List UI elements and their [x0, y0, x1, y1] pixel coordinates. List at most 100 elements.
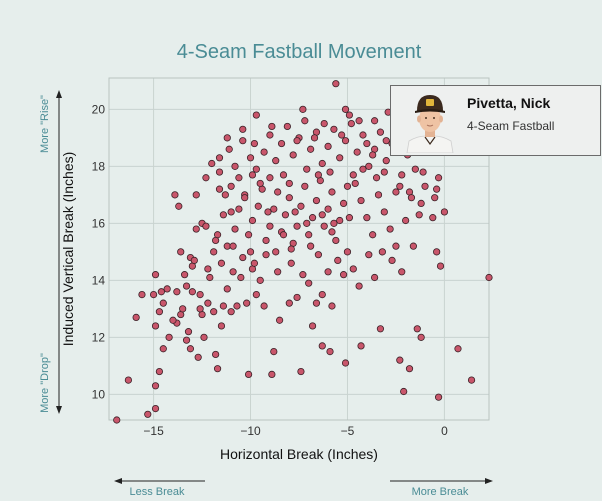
scatter-point [359, 131, 367, 139]
scatter-point [169, 316, 177, 324]
scatter-point [369, 151, 377, 159]
scatter-point [246, 154, 255, 162]
scatter-point [378, 248, 386, 256]
scatter-point [392, 242, 400, 250]
scatter-point [227, 308, 235, 316]
scatter-point [297, 202, 305, 210]
scatter-point [268, 370, 276, 378]
scatter-point [382, 157, 390, 165]
scatter-point [277, 139, 286, 148]
scatter-point [188, 288, 196, 296]
more-break-hint: More Break [412, 486, 469, 498]
scatter-point [402, 216, 410, 225]
scatter-point [324, 268, 332, 276]
scatter-point [318, 211, 326, 219]
scatter-point [365, 162, 373, 170]
scatter-point [173, 288, 181, 296]
scatter-point [363, 214, 371, 222]
x-tick-labels: −15 −10 −5 0 [143, 424, 448, 438]
scatter-point [285, 194, 293, 202]
x-tick-label: −15 [143, 424, 164, 438]
horizontal-hint: Less Break More Break [114, 478, 493, 498]
scatter-point [248, 171, 257, 179]
scatter-point [262, 236, 270, 245]
x-axis-title: Horizontal Break (Inches) [220, 446, 378, 462]
scatter-point [299, 271, 307, 279]
scatter-point [386, 225, 394, 233]
y-tick-label: 16 [92, 216, 106, 230]
scatter-point [332, 80, 340, 88]
scatter-point [417, 333, 425, 341]
scatter-point [405, 365, 414, 373]
scatter-point [419, 168, 427, 176]
less-break-hint: Less Break [129, 486, 185, 498]
scatter-point [376, 128, 385, 136]
x-tick-label: −10 [240, 424, 261, 438]
scatter-point [369, 231, 377, 239]
scatter-point [192, 225, 200, 233]
scatter-point [293, 137, 301, 145]
scatter-point [229, 242, 237, 250]
scatter-point [260, 302, 268, 310]
scatter-point [212, 236, 220, 245]
scatter-point [351, 179, 359, 188]
scatter-point [303, 165, 311, 173]
y-tick-label: 10 [92, 387, 106, 401]
scatter-point [279, 171, 288, 179]
scatter-point [159, 345, 167, 353]
scatter-point [332, 236, 340, 245]
scatter-point [227, 208, 235, 216]
player-name: Pivetta, Nick [467, 95, 551, 111]
player-card: Pivetta, Nick 4-Seam Fastball [390, 85, 601, 156]
scatter-point [301, 182, 309, 190]
scatter-point [244, 231, 253, 239]
scatter-point [200, 333, 208, 341]
scatter-point [225, 145, 233, 153]
scatter-point [159, 299, 167, 307]
scatter-point [210, 308, 218, 316]
y-tick-label: 18 [92, 159, 106, 173]
scatter-point [392, 188, 400, 196]
scatter-point [297, 367, 305, 376]
scatter-point [186, 345, 195, 353]
scatter-point [380, 208, 388, 216]
scatter-point [436, 262, 445, 270]
scatter-point [219, 211, 227, 219]
scatter-point [341, 105, 350, 113]
scatter-point [314, 171, 322, 179]
scatter-point [279, 231, 288, 239]
scatter-point [289, 151, 297, 159]
scatter-point [328, 302, 336, 310]
scatter-point [177, 248, 185, 256]
scatter-point [281, 211, 290, 219]
scatter-point [312, 196, 321, 205]
scatter-point [210, 248, 218, 256]
scatter-point [270, 205, 278, 213]
scatter-point [194, 353, 202, 361]
scatter-point [266, 174, 274, 182]
scatter-point [324, 142, 332, 150]
scatter-point [196, 305, 204, 313]
scatter-point [339, 271, 348, 279]
scatter-point [299, 105, 307, 113]
scatter-point [233, 302, 241, 310]
y-tick-label: 20 [92, 102, 106, 116]
scatter-point [291, 208, 299, 216]
scatter-point [318, 290, 326, 299]
scatter-point [301, 117, 309, 125]
scatter-point [433, 185, 441, 193]
scatter-point [355, 282, 363, 290]
scatter-point [400, 387, 408, 396]
scatter-point [266, 222, 274, 230]
scatter-point [175, 202, 183, 210]
scatter-point [434, 174, 443, 182]
scatter-point [388, 256, 396, 264]
scatter-point [398, 268, 406, 276]
scatter-point [307, 145, 315, 153]
scatter-point [250, 259, 259, 267]
scatter-point [244, 370, 253, 378]
scatter-point [192, 191, 200, 199]
scatter-point [235, 205, 243, 213]
scatter-point [144, 410, 152, 418]
scatter-point [359, 165, 367, 173]
